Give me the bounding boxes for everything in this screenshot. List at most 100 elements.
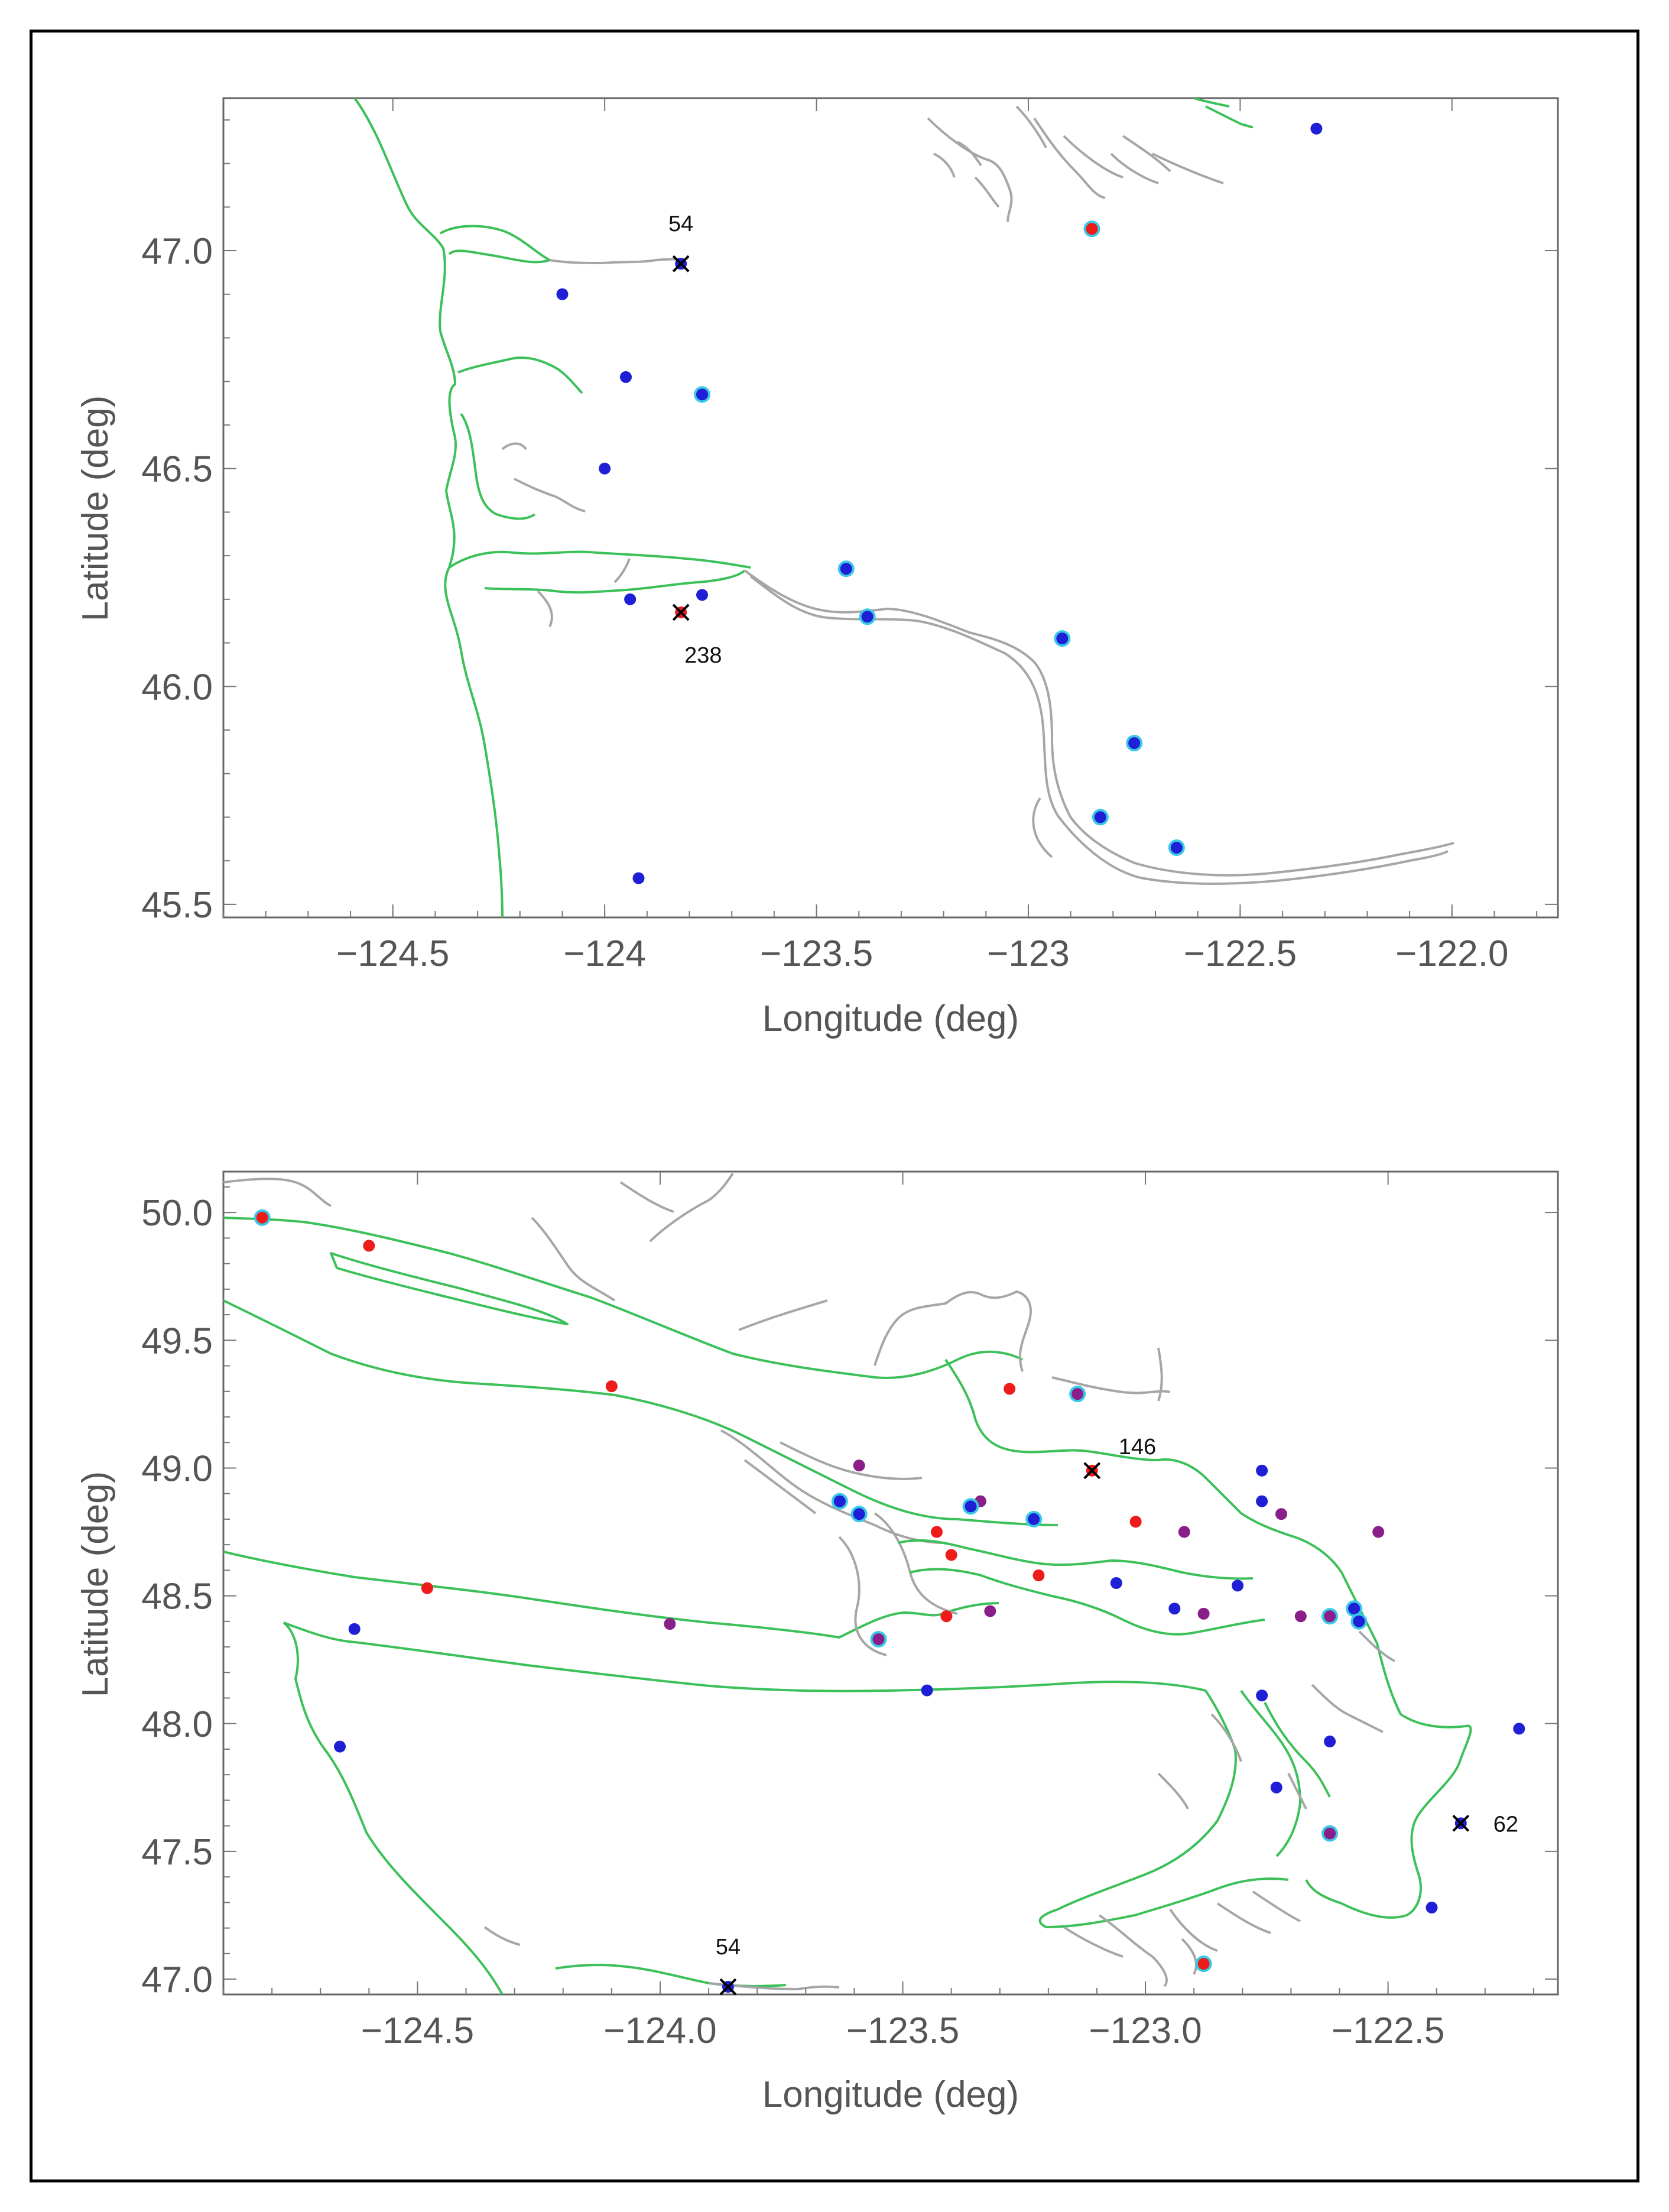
top-ytick-label: 47.0 [141, 231, 213, 272]
bottom-point-purple [1197, 1607, 1210, 1620]
bottom-point-purple [1324, 1827, 1336, 1840]
bottom-station-marker [719, 1978, 737, 1996]
bottom-point-blue [853, 1508, 865, 1520]
bottom-point-red [931, 1526, 943, 1538]
bottom-shore-admiralty [1210, 1630, 1395, 1762]
bottom-shore-hood-canal [1240, 1689, 1331, 1857]
top-shore-columbia-river-south [749, 575, 1449, 886]
bottom-xtick-label: −122.5 [1332, 2010, 1444, 2051]
bottom-plot-frame [222, 1170, 1559, 1996]
figure-frame [30, 30, 1639, 2182]
top-point-blue [632, 872, 645, 884]
top-map-panel: −124.5 −124 −123.5 −123 −122.5 −122.0 45.5 46.0… [75, 97, 1559, 1039]
top-plot-frame [222, 97, 1559, 919]
top-scatter-points: 54 238 [556, 122, 1323, 884]
bottom-point-red [1032, 1569, 1045, 1582]
top-point-blue [599, 462, 611, 475]
top-coastline [353, 98, 1454, 917]
bottom-ytick-label: 47.0 [141, 1960, 213, 2000]
top-shore-columbia-river [743, 569, 1454, 877]
bottom-xtick-label: −123.5 [846, 2010, 959, 2051]
top-shore-puget-lobes [927, 105, 1224, 222]
bottom-point-purple [664, 1618, 676, 1630]
bottom-point-blue [1426, 1902, 1438, 1914]
bottom-point-blue [921, 1684, 933, 1697]
top-shore-puget-north [1193, 98, 1254, 128]
bottom-xlabel: Longitude (deg) [762, 2074, 1019, 2115]
bottom-axis-ticks: −124.5 −124.0 −123.5 −123.0 −122.5 47.0 47.5 48… [141, 1172, 1558, 2051]
bottom-station-label: 62 [1493, 1812, 1518, 1837]
bottom-point-purple [984, 1605, 996, 1617]
bottom-point-purple [872, 1633, 885, 1646]
bottom-point-blue [1513, 1723, 1525, 1735]
bottom-point-purple [1324, 1610, 1336, 1623]
bottom-coastline [223, 1172, 1472, 1994]
bottom-point-red [363, 1240, 375, 1252]
bottom-point-blue [1324, 1736, 1336, 1748]
bottom-point-red [1129, 1516, 1142, 1528]
bottom-point-blue [334, 1740, 346, 1753]
bottom-point-blue [965, 1500, 977, 1513]
bottom-map-panel: −124.5 −124.0 −123.5 −123.0 −122.5 47.0 47.5 48… [75, 1170, 1559, 2115]
top-point-blue [619, 371, 632, 383]
bottom-point-purple [853, 1459, 865, 1472]
bottom-point-red [940, 1610, 953, 1623]
bottom-shore-grays-harbor [555, 1964, 787, 1987]
bottom-point-blue [1353, 1615, 1365, 1627]
bottom-point-red [421, 1582, 433, 1594]
bottom-shore-vi-channel [330, 1252, 569, 1325]
top-ytick-label: 46.5 [141, 449, 213, 490]
top-point-blue [624, 593, 637, 605]
top-shore-willapa [457, 356, 583, 520]
bottom-shore-jdf-south [283, 1621, 1206, 1692]
bottom-point-purple [1178, 1526, 1190, 1538]
top-point-blue [1170, 842, 1183, 854]
bottom-point-red [945, 1549, 957, 1561]
bottom-shore-puget-west [1038, 1689, 1289, 1928]
bottom-point-blue [1168, 1603, 1181, 1615]
bottom-ytick-label: 49.5 [141, 1321, 213, 1361]
top-point-blue [1056, 633, 1069, 645]
bottom-point-red [1004, 1383, 1016, 1395]
bottom-ytick-label: 47.5 [141, 1832, 213, 1873]
bottom-point-blue [1270, 1781, 1282, 1793]
bottom-xtick-label: −123.0 [1089, 2010, 1202, 2051]
bottom-point-purple [1294, 1610, 1307, 1623]
bottom-station-marker [1452, 1814, 1470, 1832]
bottom-point-blue [1232, 1579, 1244, 1592]
bottom-point-blue [833, 1495, 846, 1507]
bottom-ytick-label: 49.0 [141, 1448, 213, 1489]
top-axis-ticks: −124.5 −124 −123.5 −123 −122.5 −122.0 45.5 46.0… [141, 98, 1558, 974]
top-xtick-label: −124.5 [336, 933, 449, 974]
bottom-xtick-label: −124.5 [361, 2010, 474, 2051]
bottom-station-label: 54 [716, 1935, 741, 1960]
bottom-point-purple [1372, 1526, 1385, 1538]
bottom-point-red [1197, 1958, 1210, 1970]
top-shore-columbia-islands [537, 558, 631, 627]
top-point-blue [1128, 737, 1141, 750]
bottom-shore-howe-sound [874, 1290, 1171, 1402]
bottom-point-red [256, 1211, 268, 1224]
bottom-point-blue [348, 1623, 361, 1635]
top-xlabel: Longitude (deg) [762, 998, 1019, 1039]
bottom-shore-jdf-north [223, 1551, 999, 1639]
bottom-point-blue [1256, 1464, 1268, 1477]
bottom-station-marker [1083, 1462, 1101, 1480]
top-shore-willapa-inner [501, 442, 586, 513]
top-shore-columbia-mouth [448, 550, 751, 594]
top-station-label: 238 [684, 643, 722, 668]
bottom-shore-vancouver [944, 1358, 1343, 1574]
top-xtick-label: −122.0 [1395, 933, 1508, 974]
bottom-shore-south-sound [1063, 1772, 1307, 1987]
top-point-blue [1310, 122, 1323, 135]
bottom-ytick-label: 48.5 [141, 1577, 213, 1617]
top-point-blue [556, 288, 569, 300]
bottom-ylabel: Latitude (deg) [75, 1471, 116, 1698]
top-point-blue [1094, 811, 1106, 823]
bottom-shore-georgia-south [223, 1299, 1058, 1526]
top-point-blue [840, 563, 852, 575]
bottom-shore-coast-mountains [223, 1172, 828, 1331]
top-point-blue [696, 388, 709, 401]
bottom-point-blue [1256, 1495, 1268, 1507]
